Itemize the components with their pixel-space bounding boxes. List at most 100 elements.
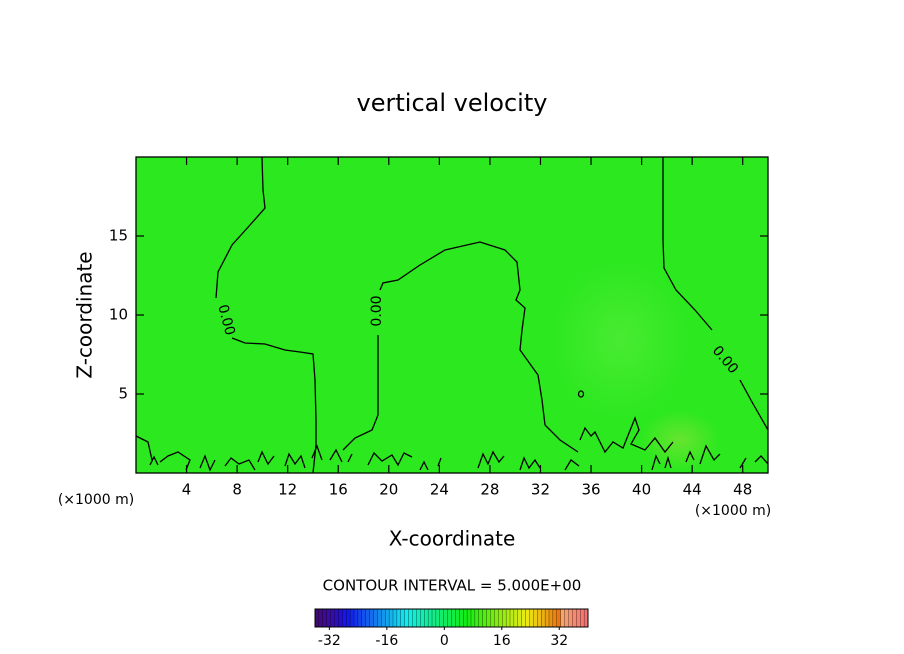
field-patch <box>640 410 720 470</box>
colorbar-cell <box>486 608 491 628</box>
x-tick-label: 44 <box>683 481 702 499</box>
colorbar-cell <box>404 608 410 628</box>
contour-interval: CONTOUR INTERVAL = 5.000E+00 <box>323 577 582 595</box>
colorbar-cell <box>541 608 546 628</box>
colorbar-cell <box>365 608 371 628</box>
colorbar-cell <box>455 608 460 628</box>
colorbar-cell <box>451 608 456 628</box>
field-patch <box>550 260 690 420</box>
x-tick-label: 40 <box>632 481 651 499</box>
colorbar-cell <box>482 608 488 628</box>
colorbar-cell <box>439 608 445 628</box>
colorbar-cell <box>385 608 390 628</box>
colorbar-cell <box>552 608 558 628</box>
colorbar-cell <box>478 608 484 628</box>
colorbar-cell <box>346 608 351 628</box>
colorbar-cell <box>494 608 499 628</box>
contour-line <box>231 337 317 474</box>
colorbar-cell <box>377 608 382 628</box>
contour-label: 0.00 <box>214 303 238 337</box>
x-tick-label: 36 <box>581 481 600 499</box>
colorbar-cell <box>521 608 527 628</box>
colorbar-cell <box>490 608 495 628</box>
colorbar-cell <box>529 608 534 628</box>
colorbar-cell <box>447 608 452 628</box>
colorbar-cell <box>318 608 324 628</box>
colorbar-cell <box>431 608 437 628</box>
contour-line <box>342 335 379 451</box>
colorbar-cell <box>424 608 429 628</box>
colorbar-tick-label: -32 <box>318 633 341 649</box>
y-tick-label: 10 <box>109 306 128 324</box>
colorbar-tick-label: 0 <box>440 633 449 649</box>
contour-line <box>379 241 579 453</box>
colorbar-cell <box>525 608 530 628</box>
colorbar-cell <box>416 608 421 628</box>
contour-line <box>215 156 266 299</box>
colorbar-cell <box>556 608 562 628</box>
colorbar-tick-label: 32 <box>550 633 568 649</box>
colorbar-cell <box>322 608 328 628</box>
x-tick-label: 24 <box>430 481 449 499</box>
colorbar-cell <box>544 608 550 628</box>
colorbar-cell <box>369 608 374 628</box>
colorbar-cell <box>505 608 511 628</box>
colorbar-cell <box>357 608 363 628</box>
colorbar-cell <box>314 608 320 628</box>
colorbar-cell <box>373 608 378 628</box>
colorbar-cell <box>502 608 507 628</box>
colorbar-cell <box>509 608 515 628</box>
colorbar-cell <box>435 608 441 628</box>
y-axis-label: Z-coordinate <box>73 251 97 378</box>
colorbar-cell <box>548 608 554 628</box>
contour-line <box>662 157 713 331</box>
colorbar-cell <box>474 608 480 628</box>
contour-line <box>135 416 769 472</box>
x-tick-label: 48 <box>733 481 752 499</box>
contour-line <box>739 379 769 431</box>
colorbar-cell <box>342 608 347 628</box>
colorbar-cell <box>400 608 406 628</box>
colorbar-cell <box>576 608 581 628</box>
colorbar-cell <box>392 608 398 628</box>
colorbar-cell <box>517 608 523 628</box>
colorbar-cell <box>513 608 519 628</box>
colorbar-cell <box>408 608 413 628</box>
colorbar-cell <box>459 608 464 628</box>
y-unit: (×1000 m) <box>58 492 134 508</box>
x-tick-label: 16 <box>329 481 348 499</box>
x-tick-label: 20 <box>379 481 398 499</box>
y-tick-label: 5 <box>118 385 128 403</box>
x-unit: (×1000 m) <box>695 503 771 519</box>
colorbar-cell <box>533 608 538 628</box>
colorbar-cell <box>443 608 449 628</box>
colorbar-cell <box>349 608 355 628</box>
colorbar-cell <box>580 608 585 628</box>
colorbar-cell <box>498 608 503 628</box>
colorbar-cell <box>572 608 577 628</box>
x-tick-label: 32 <box>531 481 550 499</box>
colorbar-tick-label: 16 <box>493 633 511 649</box>
y-tick-label: 15 <box>109 227 128 245</box>
colorbar-cell <box>463 608 468 628</box>
colorbar-cell <box>338 608 343 628</box>
colorbar-cell <box>420 608 425 628</box>
colorbar-cell <box>466 608 472 628</box>
colorbar-cell <box>564 608 569 628</box>
colorbar-cell <box>568 608 573 628</box>
chart-title: vertical velocity <box>357 89 548 117</box>
x-axis-label: X-coordinate <box>389 527 516 551</box>
colorbar-cell <box>326 608 332 628</box>
colorbar-cell <box>388 608 394 628</box>
colorbar-cell <box>560 608 566 628</box>
x-tick-label: 4 <box>182 481 192 499</box>
colorbar-frame <box>314 608 589 628</box>
x-tick-label: 8 <box>232 481 242 499</box>
colorbar-cell <box>470 608 476 628</box>
colorbar-cell <box>537 608 542 628</box>
contour-label: 0.00 <box>369 295 385 326</box>
x-tick-label: 28 <box>480 481 499 499</box>
colorbar-cell <box>330 608 335 628</box>
